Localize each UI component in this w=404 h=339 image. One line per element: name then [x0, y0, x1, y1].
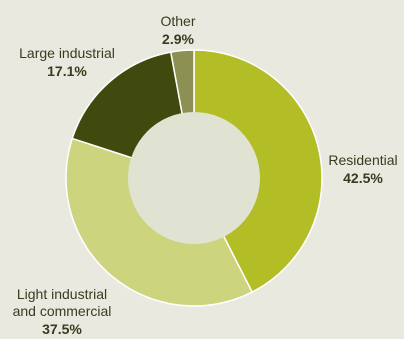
- slice-value-residential: 42.5%: [343, 170, 383, 186]
- label-residential: Residential 42.5%: [328, 152, 397, 186]
- slice-value-light-industrial: 37.5%: [42, 321, 82, 337]
- slice-value-large-industrial: 17.1%: [47, 63, 87, 79]
- donut-hole: [128, 112, 260, 244]
- label-light-industrial: Light industrial and commercial 37.5%: [13, 286, 112, 337]
- slice-label-other: Other: [160, 13, 195, 29]
- slice-value-other: 2.9%: [162, 31, 194, 47]
- slice-label-large-industrial: Large industrial: [19, 45, 115, 61]
- slice-label-residential: Residential: [328, 152, 397, 168]
- label-other: Other 2.9%: [160, 13, 195, 47]
- label-large-industrial: Large industrial 17.1%: [19, 45, 115, 79]
- slice-label-light-industrial-line2: and commercial: [13, 303, 112, 319]
- slice-label-light-industrial-line1: Light industrial: [17, 286, 107, 302]
